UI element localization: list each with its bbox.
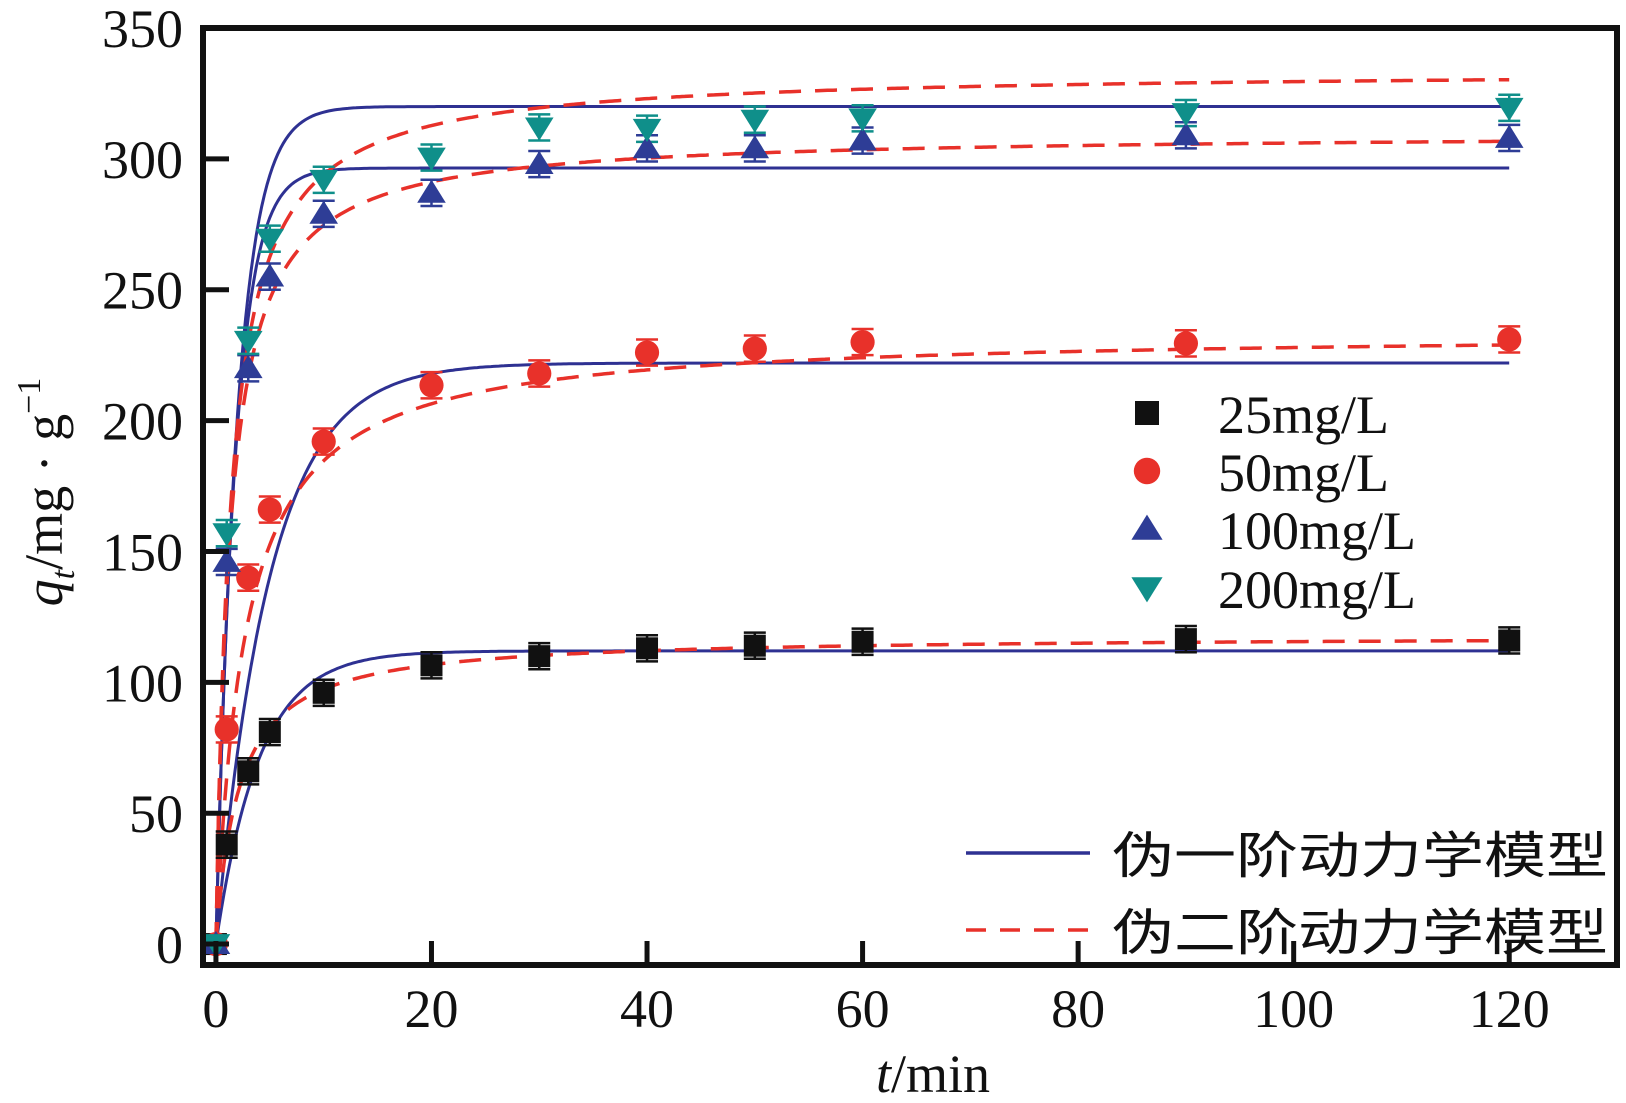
data-point-25mg-L: [636, 637, 659, 660]
data-point-100mg-L: [212, 548, 242, 572]
data-point-50mg-L: [419, 373, 444, 398]
data-point-25mg-L: [258, 721, 281, 744]
x-axis-title-var: t: [876, 1044, 893, 1103]
x-axis-title-unit: /min: [891, 1044, 990, 1103]
x-axis-title: t/min: [876, 1044, 990, 1103]
y-tick-label: 250: [102, 261, 183, 321]
y-tick-label: 150: [102, 522, 183, 582]
y-tick-label: 200: [102, 392, 183, 452]
pso-curve-50mg-L: [214, 343, 1510, 945]
data-point-200mg-L: [1171, 103, 1201, 127]
data-point-50mg-L: [1173, 331, 1199, 356]
data-point-50mg-L: [850, 329, 875, 355]
y-axis-title-var: q: [14, 579, 74, 606]
data-point-200mg-L: [848, 108, 877, 132]
data-point-25mg-L: [420, 654, 443, 677]
legend-label: 50mg/L: [1218, 443, 1389, 503]
legend-marker-200mg-L: [1131, 577, 1163, 603]
data-point-50mg-L: [634, 340, 660, 365]
data-point-25mg-L: [237, 760, 260, 783]
data-point-200mg-L: [740, 109, 770, 133]
pso-curve-25mg-L: [214, 638, 1510, 945]
y-axis-ticks: 0 50 100 150 200 250 300 350: [102, 0, 229, 975]
y-axis-title: qt/mg · g−1: [11, 378, 82, 607]
data-point-50mg-L: [236, 565, 261, 590]
data-point-200mg-L: [233, 330, 263, 354]
data-point-200mg-L: [524, 117, 554, 141]
x-axis-ticks: 0 20 40 60 80 100 120: [202, 941, 1550, 1039]
data-point-50mg-L: [527, 361, 552, 386]
data-point-25mg-L: [1498, 629, 1521, 652]
x-tick-label: 120: [1469, 979, 1550, 1039]
x-tick-label: 20: [404, 979, 458, 1039]
y-axis-title-unit: /mg · g: [14, 414, 74, 570]
legend-marker-25mg-L: [1135, 401, 1159, 425]
y-tick-label: 0: [156, 915, 183, 975]
data-point-100mg-L: [740, 135, 770, 159]
y-axis-title-sub: t: [45, 568, 82, 579]
y-axis-title-sup: −1: [11, 378, 48, 414]
data-point-50mg-L: [257, 497, 282, 522]
data-point-25mg-L: [743, 634, 766, 657]
x-tick-label: 100: [1253, 979, 1334, 1039]
x-tick-label: 80: [1051, 979, 1105, 1039]
data-point-100mg-L: [848, 127, 877, 151]
data-point-100mg-L: [309, 200, 339, 224]
pso-curve-200mg-L: [214, 77, 1510, 945]
y-tick-label: 350: [102, 0, 183, 59]
x-tick-label: 0: [202, 979, 229, 1039]
data-point-100mg-L: [1494, 124, 1524, 148]
data-point-200mg-L: [309, 169, 339, 194]
legend-label: 100mg/L: [1218, 501, 1416, 561]
legend-label: 200mg/L: [1218, 560, 1416, 620]
legend-model-label: 伪二阶动力学模型: [1112, 904, 1608, 962]
data-point-25mg-L: [1174, 628, 1197, 651]
data-point-100mg-L: [1171, 122, 1201, 146]
data-point-200mg-L: [212, 523, 242, 547]
data-point-100mg-L: [632, 135, 662, 159]
data-point-50mg-L: [1497, 327, 1522, 352]
y-tick-label: 100: [102, 653, 183, 713]
data-point-50mg-L: [742, 336, 767, 361]
data-point-25mg-L: [851, 630, 874, 653]
data-point-25mg-L: [215, 833, 238, 856]
data-point-50mg-L: [214, 717, 239, 742]
y-tick-label: 50: [129, 784, 183, 844]
legend-model-label: 伪一阶动力学模型: [1112, 827, 1608, 885]
legend-label: 25mg/L: [1218, 385, 1389, 445]
data-point-50mg-L: [311, 429, 336, 454]
data-point-100mg-L: [524, 150, 554, 175]
data-point-200mg-L: [255, 228, 285, 252]
data-point-200mg-L: [1494, 97, 1524, 122]
data-points: [201, 97, 1524, 958]
data-point-100mg-L: [417, 179, 446, 203]
data-point-200mg-L: [632, 118, 662, 142]
pfo-curve-25mg-L: [214, 649, 1510, 945]
data-point-100mg-L: [255, 263, 285, 287]
data-point-25mg-L: [528, 645, 551, 668]
plot-frame: [200, 25, 1620, 968]
data-point-25mg-L: [312, 681, 335, 704]
legend-marker-100mg-L: [1131, 514, 1163, 540]
legend-marker-50mg-L: [1133, 457, 1161, 485]
data-point-200mg-L: [417, 147, 446, 171]
y-tick-label: 300: [102, 130, 183, 190]
x-tick-label: 40: [620, 979, 674, 1039]
data-point-100mg-L: [233, 355, 263, 379]
x-tick-label: 60: [836, 979, 890, 1039]
